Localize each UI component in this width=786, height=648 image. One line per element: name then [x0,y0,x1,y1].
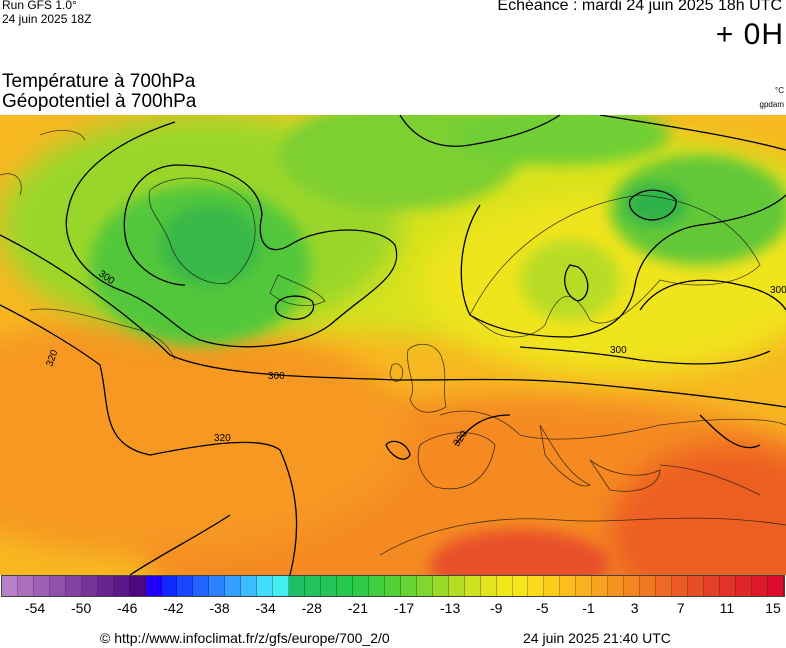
color-scale-segment [544,576,561,596]
color-scale-segment [432,576,449,596]
color-scale-segment [209,576,226,596]
color-scale-tick-label: -5 [536,600,549,616]
coastlines [0,130,786,556]
color-scale-tick-label: -54 [24,600,46,616]
color-scale-tick-label: -17 [393,600,415,616]
color-scale-segment [129,576,146,596]
contour-label: 300 [268,371,285,382]
color-scale-tick-label: -28 [301,600,322,616]
geopotential-contours [0,115,786,575]
color-scale-segment [193,576,210,596]
color-scale-segment [65,576,82,596]
color-scale-tick-label: 3 [630,600,639,616]
color-scale-tick-label: -50 [71,600,92,616]
copyright-url: © http://www.infoclimat.fr/z/gfs/europe/… [100,630,390,646]
color-scale-segment [305,576,322,596]
color-scale-segment [592,576,609,596]
color-scale-tick-label: 7 [676,600,685,616]
color-scale-segment [321,576,338,596]
contour-label: 320 [214,433,231,444]
color-scale-segment [400,576,417,596]
parameter-geopotential-title: Géopotentiel à 700hPa [2,91,197,112]
temperature-field [0,115,786,575]
color-scale-segment [464,576,481,596]
run-date-label: 24 juin 2025 18Z [2,12,92,26]
color-scale-segment [257,576,274,596]
color-scale-segment [735,576,752,596]
color-scale-tick-label: -38 [209,600,230,616]
color-scale-tick-label: -21 [347,600,368,616]
color-scale-segment [719,576,736,596]
color-scale-segment [640,576,657,596]
color-scale-segment [161,576,178,596]
forecast-valid-time: Echéance : mardi 24 juin 2025 18h UTC [497,0,782,14]
color-scale-segment [608,576,625,596]
color-scale-segment [352,576,369,596]
color-scale-segment [656,576,673,596]
color-scale-segment [560,576,577,596]
color-scale-segment [97,576,114,596]
color-scale-segment [751,576,768,596]
contour-label: 300 [610,345,627,356]
color-scale-segment [241,576,258,596]
color-scale-segment [49,576,66,596]
color-scale-segment [448,576,465,596]
color-scale-segment [145,576,162,596]
color-scale-segment [81,576,98,596]
parameter-temperature-title: Température à 700hPa [2,71,196,92]
color-scale-segment [528,576,545,596]
color-scale-segment [416,576,433,596]
weather-map: 300 300 300 300 320 320 320 [0,115,786,575]
run-model-label: Run GFS 1.0° [2,0,77,12]
contour-label: 300 [770,285,786,296]
color-scale-segment [767,576,784,596]
geopotential-unit: gpdam [759,100,784,109]
color-scale-segment [512,576,529,596]
color-scale-segment [368,576,385,596]
color-scale-segment [17,576,34,596]
color-scale-tick-label: -1 [582,600,595,616]
lead-time-label: + 0H [715,18,784,51]
generation-date: 24 juin 2025 21:40 UTC [523,630,671,646]
color-scale-tick-label: -13 [440,600,461,616]
color-scale-segment [225,576,242,596]
color-scale-segment [703,576,720,596]
temperature-unit: °C [775,86,784,95]
color-scale-segment [177,576,194,596]
color-scale-segment [576,576,593,596]
color-scale-segment [672,576,688,596]
color-scale-segment [384,576,401,596]
color-scale-segment [337,576,353,596]
color-scale-segment [2,576,18,596]
temperature-color-scale [1,575,785,597]
color-scale-segment [273,576,290,596]
color-scale-ticks: -54 -50 -46 -42 -38 -34 -28 -21 -17 -13 -9 -5 -1 3 7 11… [0,600,786,618]
color-scale-tick-label: -9 [490,600,503,616]
color-scale-segment [496,576,513,596]
color-scale-segment [33,576,50,596]
color-scale-segment [289,576,306,596]
color-scale-tick-label: -46 [117,600,138,616]
color-scale-tick-label: 15 [765,600,781,616]
color-scale-tick-label: -42 [163,600,184,616]
color-scale-segment [687,576,704,596]
color-scale-segment [624,576,641,596]
color-scale-tick-label: 11 [719,600,735,616]
color-scale-segment [480,576,497,596]
color-scale-segment [113,576,130,596]
color-scale-tick-label: -34 [255,600,276,616]
